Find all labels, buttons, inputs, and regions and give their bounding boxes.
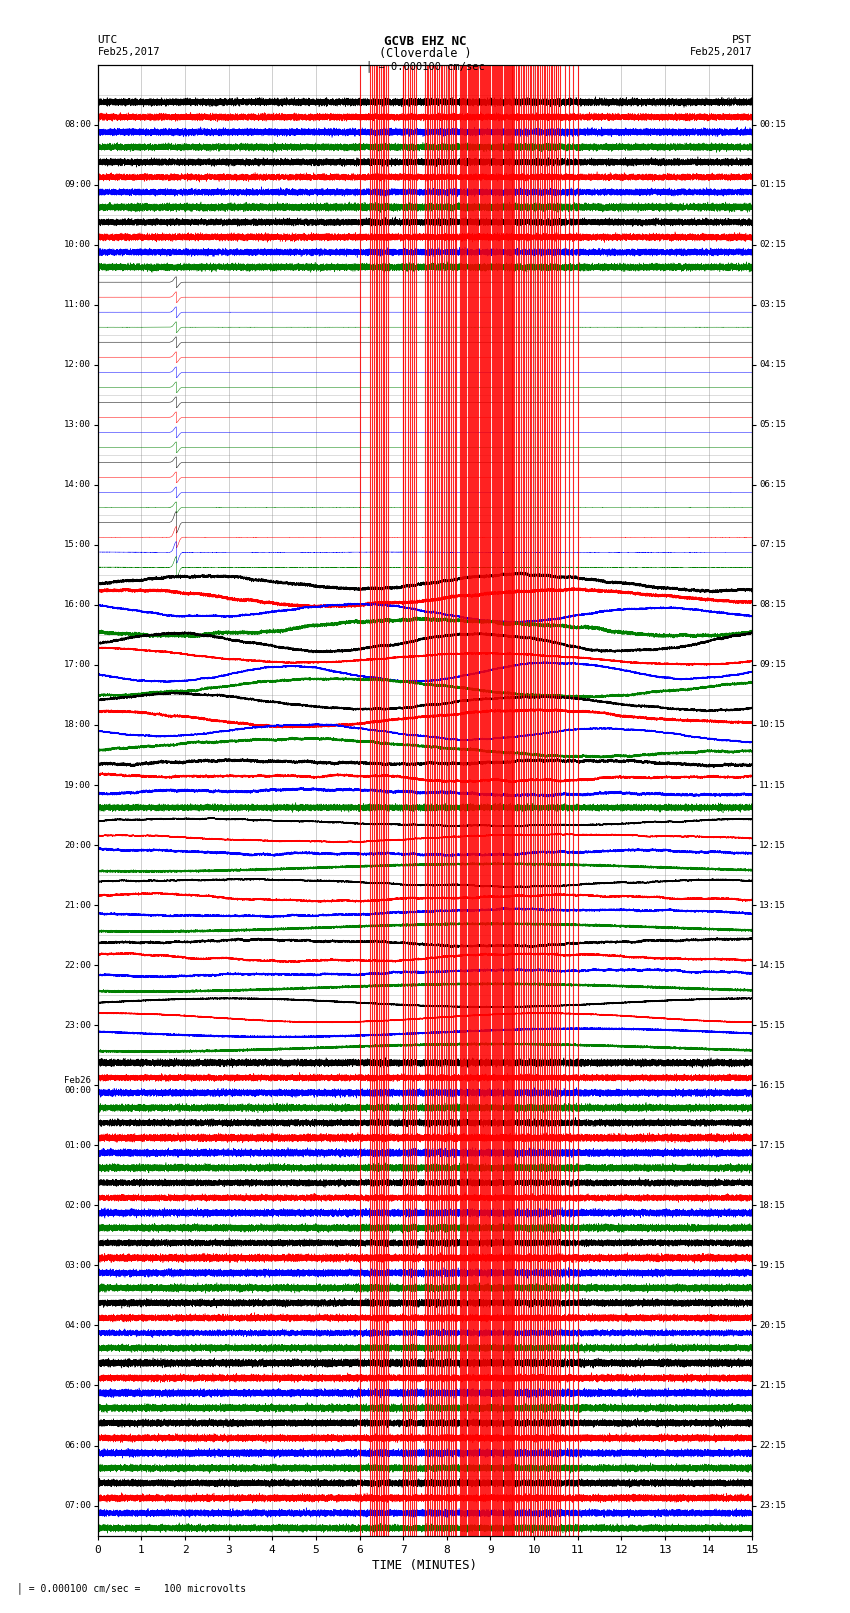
X-axis label: TIME (MINUTES): TIME (MINUTES) <box>372 1558 478 1571</box>
Text: UTC: UTC <box>98 35 118 45</box>
Text: │ = 0.000100 cm/sec =    100 microvolts: │ = 0.000100 cm/sec = 100 microvolts <box>17 1582 246 1594</box>
Text: │ = 0.000100 cm/sec: │ = 0.000100 cm/sec <box>366 60 484 71</box>
Text: GCVB EHZ NC: GCVB EHZ NC <box>383 35 467 48</box>
Text: (Cloverdale ): (Cloverdale ) <box>379 47 471 60</box>
Text: Feb25,2017: Feb25,2017 <box>689 47 752 56</box>
Text: Feb25,2017: Feb25,2017 <box>98 47 161 56</box>
Text: PST: PST <box>732 35 752 45</box>
